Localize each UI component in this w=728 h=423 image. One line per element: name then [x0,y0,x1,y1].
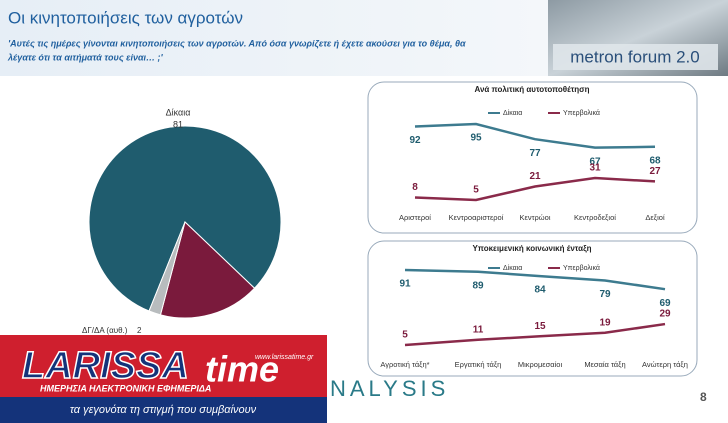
series-line [404,322,666,347]
data-label: 27 [649,166,661,177]
panel [367,240,698,377]
x-tick-label: Ανώτερη τάξη [642,360,688,369]
data-label: 11 [473,324,484,335]
legend-label: Υπερβολικά [563,109,600,117]
overlay-band [0,335,327,397]
legend-label: Υπερβολικά [563,264,600,272]
data-label: 19 [599,317,611,328]
data-label: 8 [412,182,418,193]
data-label: 89 [472,280,484,291]
legend-label: Δίκαια [503,109,522,117]
x-tick-label: Αγροτική τάξη* [380,360,429,369]
overlay-url: www.larissatime.gr [255,354,314,361]
data-label: 68 [649,155,661,166]
data-label: 31 [589,163,601,174]
x-tick-label: Δεξιοί [645,213,665,222]
overlay-tagline: ΗΜΕΡΗΣΙΑ ΗΛΕΚΤΡΟΝΙΚΗ ΕΦΗΜΕΡΙΔΑ [40,383,211,393]
page-number: 8 [700,390,707,404]
pie-label: Δίκαια [166,107,191,117]
logo-box [553,44,718,70]
x-tick-label: Κεντροαριστεροί [449,213,504,222]
series-line [414,122,656,149]
subtitle: 'Αυτές τις ημέρες γίνονται κινητοποιήσει… [8,38,466,48]
data-label: 77 [529,148,541,159]
x-tick-label: Κεντροδεξιοί [574,213,616,222]
header-band [0,0,548,76]
overlay-logo: LARISSA time www.larissatime.gr ΗΜΕΡΗΣΙΑ… [0,335,327,423]
data-label: 29 [659,309,671,320]
data-label: 79 [599,289,611,300]
pie-value: 2 [137,326,142,335]
brand: NALYSIS [330,376,449,401]
subtitle: λέγατε ότι τα αιτήματά τους είναι… ;' [7,52,164,62]
panel [367,81,698,234]
chart-title: Ανά πολιτική αυτοτοποθέτηση [474,85,589,94]
pie-slice [148,221,186,316]
legend-label: Δίκαια [503,264,522,272]
data-label: 95 [470,133,482,144]
overlay-slogan: τα γεγονότα τη στιγμή που συμβαίνουν [70,404,257,416]
data-label: 5 [402,330,408,341]
series-line [404,268,666,291]
data-label: 67 [589,156,601,167]
data-label: 69 [659,298,671,309]
overlay-name: LARISSA [22,345,189,387]
x-tick-label: Μεσαία τάξη [584,360,625,369]
x-tick-label: Εργατική τάξη [455,360,502,369]
x-tick-label: Μικρομεσαίοι [518,360,563,369]
data-label: 21 [529,171,541,182]
chart-title: Υποκειμενική κοινωνική ένταξη [472,244,591,253]
data-label: 84 [534,285,546,296]
overlay-strip [0,397,327,423]
title: Οι κινητοποιήσεις των αγροτών [8,8,243,27]
data-label: 91 [399,279,411,290]
x-tick-label: Κεντρώοι [519,213,550,222]
pie-value: 81 [173,119,183,129]
data-label: 92 [409,135,421,146]
pie-slice [88,125,282,312]
data-label: 5 [473,185,479,196]
overlay-name: time [205,349,279,390]
logo: metron forum 2.0 [570,47,699,66]
pie-slice [159,221,256,319]
pie-label: ΔΓ/ΔΑ (αυθ.) [82,326,128,335]
x-tick-label: Αριστεροί [399,213,431,222]
series-line [414,176,656,202]
data-label: 15 [534,321,546,332]
